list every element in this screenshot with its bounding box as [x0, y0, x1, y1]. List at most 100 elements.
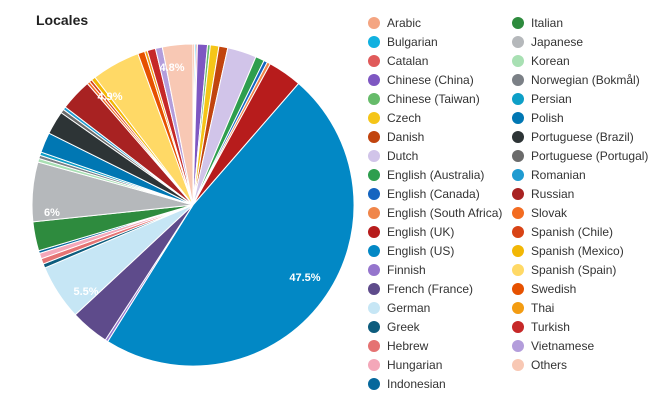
- legend-swatch: [512, 73, 524, 86]
- slice-data-label: 6%: [44, 207, 60, 219]
- legend-item-spanish-spain[interactable]: Spanish (Spain): [512, 260, 648, 279]
- legend-item-thai[interactable]: Thai: [512, 298, 648, 317]
- legend-swatch: [512, 225, 524, 238]
- legend-item-vietnamese[interactable]: Vietnamese: [512, 336, 648, 355]
- slice-data-label: 47.5%: [289, 272, 320, 284]
- legend-label: German: [387, 300, 431, 315]
- legend-item-spanish-mexico[interactable]: Spanish (Mexico): [512, 241, 648, 260]
- legend-item-chinese-china[interactable]: Chinese (China): [368, 70, 502, 89]
- legend-swatch: [368, 35, 380, 48]
- legend-label: Russian: [531, 186, 575, 201]
- slice-data-label: 5.5%: [73, 286, 98, 298]
- legend-swatch: [512, 149, 524, 162]
- legend-item-dutch[interactable]: Dutch: [368, 146, 502, 165]
- legend-label: Portuguese (Portugal): [531, 148, 649, 163]
- legend-swatch: [368, 92, 380, 105]
- legend-item-indonesian[interactable]: Indonesian: [368, 374, 502, 393]
- legend-label: French (France): [387, 281, 474, 296]
- legend-item-finnish[interactable]: Finnish: [368, 260, 502, 279]
- legend-swatch: [512, 358, 524, 371]
- legend-swatch: [368, 263, 380, 276]
- legend-swatch: [512, 320, 524, 333]
- legend-item-hebrew[interactable]: Hebrew: [368, 336, 502, 355]
- pie-chart: 47.5% 5.5% 6% 4.9% 4.8%: [31, 43, 355, 367]
- legend-item-czech[interactable]: Czech: [368, 108, 502, 127]
- legend-swatch: [368, 377, 380, 390]
- legend-label: Bulgarian: [387, 34, 438, 49]
- legend-item-slovak[interactable]: Slovak: [512, 203, 648, 222]
- legend-item-french-france[interactable]: French (France): [368, 279, 502, 298]
- pie-slice-others[interactable]: [161, 43, 194, 206]
- legend-swatch: [368, 320, 380, 333]
- legend-label: Chinese (China): [387, 72, 474, 87]
- legend-column-right: Italian Japanese Korean Norwegian (Bokmål) P…: [512, 13, 648, 374]
- legend-item-english-us[interactable]: English (US): [368, 241, 502, 260]
- legend-label: English (Canada): [387, 186, 480, 201]
- legend-item-persian[interactable]: Persian: [512, 89, 648, 108]
- legend-item-korean[interactable]: Korean: [512, 51, 648, 70]
- legend-item-english-canada[interactable]: English (Canada): [368, 184, 502, 203]
- legend-swatch: [368, 149, 380, 162]
- legend-swatch: [368, 130, 380, 143]
- legend-label: Polish: [531, 110, 564, 125]
- legend-swatch: [368, 339, 380, 352]
- legend-swatch: [368, 301, 380, 314]
- legend-label: Korean: [531, 53, 570, 68]
- legend-label: Hungarian: [387, 357, 443, 372]
- legend-swatch: [368, 16, 380, 29]
- legend-swatch: [512, 16, 524, 29]
- legend-item-arabic[interactable]: Arabic: [368, 13, 502, 32]
- legend-item-bulgarian[interactable]: Bulgarian: [368, 32, 502, 51]
- legend-label: English (UK): [387, 224, 455, 239]
- legend-item-english-uk[interactable]: English (UK): [368, 222, 502, 241]
- legend-label: Vietnamese: [531, 338, 595, 353]
- chart-title: Locales: [36, 12, 89, 28]
- legend-item-norwegian-bokm-l[interactable]: Norwegian (Bokmål): [512, 70, 648, 89]
- legend-label: Indonesian: [387, 376, 446, 391]
- slice-data-label: 4.8%: [159, 62, 184, 74]
- legend-label: Finnish: [387, 262, 426, 277]
- legend-item-english-australia[interactable]: English (Australia): [368, 165, 502, 184]
- legend-item-swedish[interactable]: Swedish: [512, 279, 648, 298]
- legend-swatch: [368, 225, 380, 238]
- legend-swatch: [368, 168, 380, 181]
- legend-label: English (South Africa): [387, 205, 503, 220]
- legend-swatch: [512, 111, 524, 124]
- legend-swatch: [512, 35, 524, 48]
- legend-item-others[interactable]: Others: [512, 355, 648, 374]
- legend-swatch: [368, 187, 380, 200]
- legend-item-romanian[interactable]: Romanian: [512, 165, 648, 184]
- legend-swatch: [512, 54, 524, 67]
- legend-swatch: [512, 206, 524, 219]
- legend-label: Swedish: [531, 281, 577, 296]
- legend-label: Norwegian (Bokmål): [531, 72, 640, 87]
- legend-label: Thai: [531, 300, 555, 315]
- legend-swatch: [368, 244, 380, 257]
- legend-label: English (US): [387, 243, 455, 258]
- legend-swatch: [368, 206, 380, 219]
- legend-label: Hebrew: [387, 338, 429, 353]
- pie-slice-english-us[interactable]: [106, 82, 355, 367]
- legend-label: Japanese: [531, 34, 584, 49]
- legend-item-russian[interactable]: Russian: [512, 184, 648, 203]
- legend-swatch: [512, 282, 524, 295]
- legend-item-spanish-chile[interactable]: Spanish (Chile): [512, 222, 648, 241]
- legend-label: Romanian: [531, 167, 586, 182]
- legend-item-turkish[interactable]: Turkish: [512, 317, 648, 336]
- legend-item-japanese[interactable]: Japanese: [512, 32, 648, 51]
- legend-item-catalan[interactable]: Catalan: [368, 51, 502, 70]
- legend-item-greek[interactable]: Greek: [368, 317, 502, 336]
- legend-item-german[interactable]: German: [368, 298, 502, 317]
- legend-item-hungarian[interactable]: Hungarian: [368, 355, 502, 374]
- slice-data-label: 4.9%: [97, 91, 122, 103]
- legend-item-chinese-taiwan[interactable]: Chinese (Taiwan): [368, 89, 502, 108]
- legend-label: Persian: [531, 91, 572, 106]
- legend-item-danish[interactable]: Danish: [368, 127, 502, 146]
- legend-item-english-south-africa[interactable]: English (South Africa): [368, 203, 502, 222]
- legend-item-portuguese-portugal[interactable]: Portuguese (Portugal): [512, 146, 648, 165]
- legend-item-polish[interactable]: Polish: [512, 108, 648, 127]
- legend-item-italian[interactable]: Italian: [512, 13, 648, 32]
- legend-swatch: [512, 130, 524, 143]
- legend-swatch: [368, 282, 380, 295]
- legend-item-portuguese-brazil[interactable]: Portuguese (Brazil): [512, 127, 648, 146]
